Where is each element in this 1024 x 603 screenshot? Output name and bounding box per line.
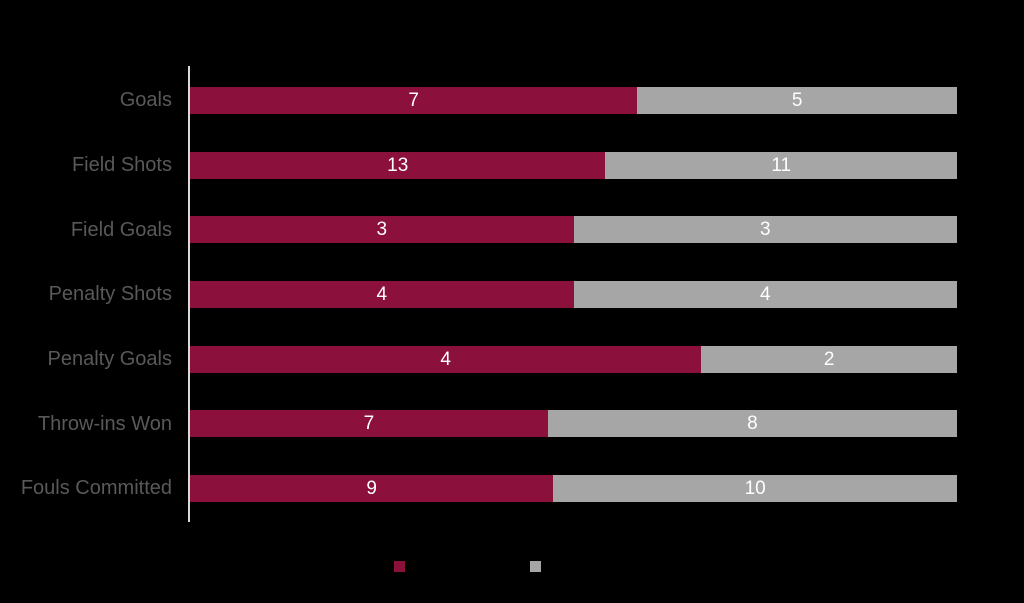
bar-segment-gray: 10 (553, 474, 957, 502)
bar-value-label: 4 (440, 348, 451, 370)
category-axis-line (188, 66, 190, 522)
bar-value-label: 9 (366, 477, 377, 499)
category-label: Goals (119, 89, 172, 112)
bar-segment-maroon: 7 (190, 86, 638, 114)
bar-segment-gray: 8 (547, 410, 957, 438)
bar-track: 9 10 (190, 474, 957, 502)
bar-track: 3 3 (190, 216, 957, 244)
bar-value-label: 4 (759, 283, 771, 305)
bar-segment-maroon: 13 (190, 151, 606, 179)
bar-segment-gray: 5 (637, 86, 957, 114)
bar-segment-maroon: 4 (190, 280, 574, 308)
bar-track: 7 5 (190, 86, 957, 114)
bar-value-label: 5 (791, 89, 803, 111)
chart-row-fouls-committed: Fouls Committed 9 10 (0, 456, 957, 521)
category-label: Field Goals (70, 218, 172, 241)
bar-segment-maroon: 4 (190, 345, 702, 373)
bar-segment-gray: 4 (573, 280, 957, 308)
category-label: Fouls Committed (20, 477, 172, 500)
bar-track: 7 8 (190, 410, 957, 438)
category-label: Throw-ins Won (37, 412, 172, 435)
bar-value-label: 13 (387, 154, 409, 176)
bar-value-label: 3 (376, 219, 388, 241)
bar-track: 13 11 (190, 151, 957, 179)
chart-row-penalty-goals: Penalty Goals 4 2 (0, 327, 957, 392)
bar-value-label: 8 (747, 413, 758, 435)
bar-value-label: 11 (771, 154, 792, 176)
chart-row-field-shots: Field Shots 13 11 (0, 133, 957, 198)
legend (0, 561, 1024, 573)
plot-area: Goals 7 5 Field Shots 13 11 Field Goals … (0, 68, 957, 521)
category-label: Penalty Goals (47, 348, 172, 371)
category-label: Penalty Shots (48, 283, 172, 306)
bar-segment-maroon: 9 (190, 474, 554, 502)
bar-segment-maroon: 7 (190, 410, 548, 438)
chart-row-field-goals: Field Goals 3 3 (0, 197, 957, 262)
chart-row-penalty-shots: Penalty Shots 4 4 (0, 262, 957, 327)
bar-segment-gray: 2 (701, 345, 957, 373)
legend-swatch-gray (530, 561, 541, 572)
chart-row-goals: Goals 7 5 (0, 68, 957, 133)
bar-value-label: 3 (759, 219, 771, 241)
category-label: Field Shots (71, 154, 172, 177)
bar-segment-maroon: 3 (190, 216, 574, 244)
bar-value-label: 4 (376, 283, 388, 305)
bar-value-label: 10 (744, 477, 766, 499)
bar-value-label: 2 (823, 348, 835, 370)
bar-track: 4 4 (190, 280, 957, 308)
bar-track: 4 2 (190, 345, 957, 373)
bar-segment-gray: 3 (573, 216, 957, 244)
bar-value-label: 7 (363, 413, 375, 435)
bar-value-label: 7 (408, 89, 419, 111)
legend-swatch-maroon (394, 561, 405, 572)
chart-row-throw-ins-won: Throw-ins Won 7 8 (0, 391, 957, 456)
bar-segment-gray: 11 (605, 151, 957, 179)
